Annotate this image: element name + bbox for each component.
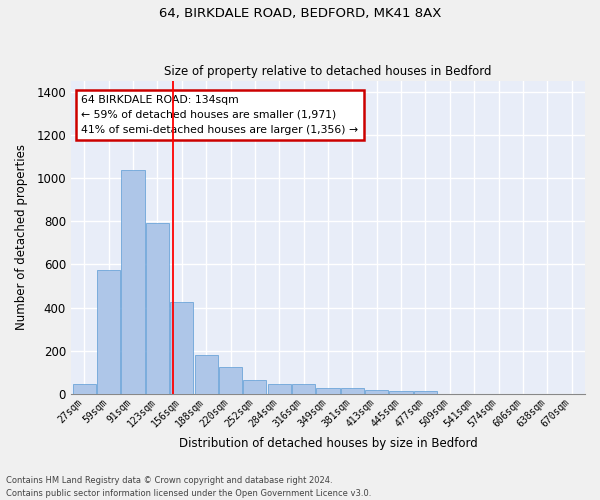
Bar: [316, 388, 340, 394]
X-axis label: Distribution of detached houses by size in Bedford: Distribution of detached houses by size …: [179, 437, 478, 450]
Bar: [365, 390, 388, 394]
Bar: [170, 302, 193, 394]
Text: 64 BIRKDALE ROAD: 134sqm
← 59% of detached houses are smaller (1,971)
41% of sem: 64 BIRKDALE ROAD: 134sqm ← 59% of detach…: [81, 95, 358, 134]
Bar: [146, 224, 169, 394]
Bar: [292, 384, 315, 394]
Bar: [268, 384, 291, 394]
Bar: [389, 392, 413, 394]
Bar: [341, 388, 364, 394]
Y-axis label: Number of detached properties: Number of detached properties: [15, 144, 28, 330]
Bar: [73, 384, 96, 394]
Title: Size of property relative to detached houses in Bedford: Size of property relative to detached ho…: [164, 66, 492, 78]
Bar: [194, 355, 218, 394]
Bar: [244, 380, 266, 394]
Text: 64, BIRKDALE ROAD, BEDFORD, MK41 8AX: 64, BIRKDALE ROAD, BEDFORD, MK41 8AX: [159, 8, 441, 20]
Bar: [97, 270, 120, 394]
Bar: [414, 392, 437, 394]
Bar: [219, 367, 242, 394]
Text: Contains HM Land Registry data © Crown copyright and database right 2024.
Contai: Contains HM Land Registry data © Crown c…: [6, 476, 371, 498]
Bar: [121, 170, 145, 394]
